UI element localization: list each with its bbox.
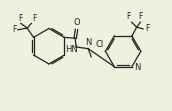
Text: F: F [126, 12, 131, 21]
Text: F: F [138, 12, 143, 21]
Text: F: F [32, 14, 37, 23]
Text: HN: HN [65, 45, 78, 54]
Text: F: F [19, 14, 23, 23]
Text: Cl: Cl [96, 40, 104, 49]
Text: N: N [85, 38, 92, 47]
Text: F: F [145, 24, 149, 33]
Text: N: N [134, 63, 140, 72]
Text: F: F [12, 25, 17, 34]
Text: O: O [74, 18, 80, 27]
